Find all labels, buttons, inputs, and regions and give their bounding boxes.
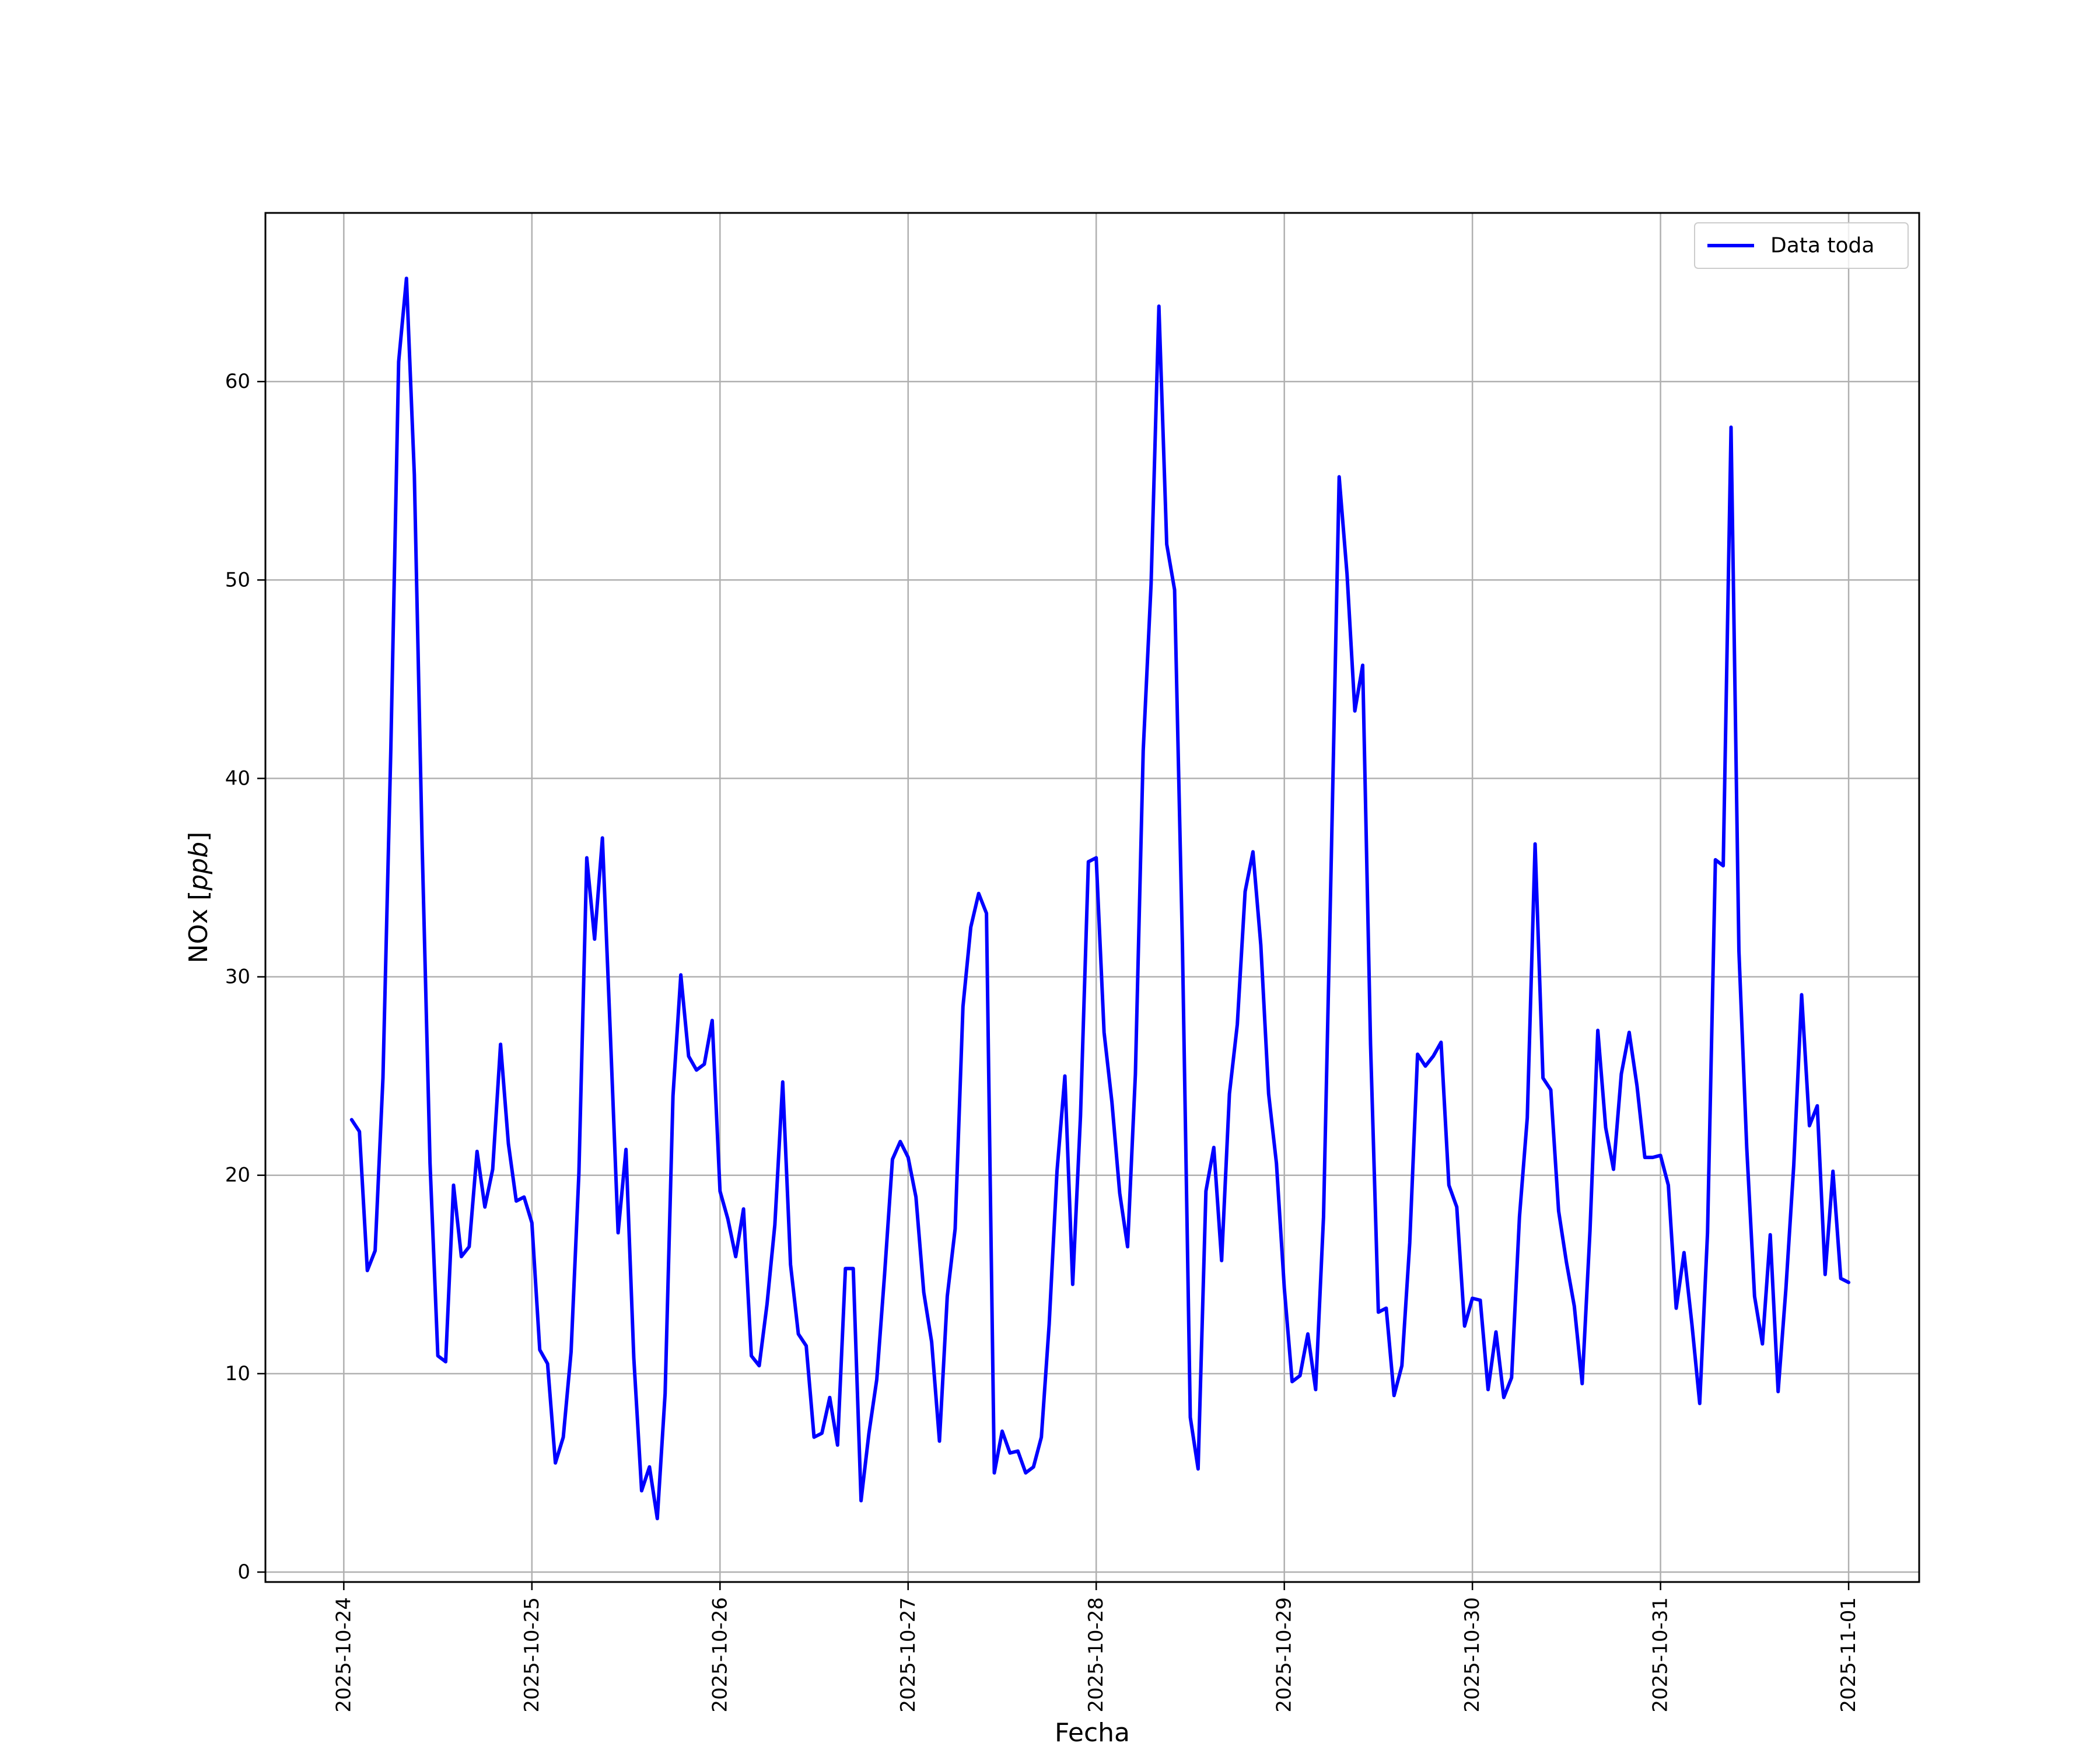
y-tick-label: 60 xyxy=(225,370,250,393)
x-axis-title: Fecha xyxy=(1055,1718,1130,1748)
y-axis-title-text: NOx [ xyxy=(184,891,214,964)
x-tick-label: 2025-10-27 xyxy=(897,1597,920,1713)
y-tick-label: 20 xyxy=(225,1164,250,1187)
legend-label-data-toda: Data toda xyxy=(1770,234,1874,258)
series-line-data-toda xyxy=(349,276,1851,1521)
y-tick-label: 10 xyxy=(225,1362,250,1385)
x-tick-label: 2025-10-29 xyxy=(1273,1597,1296,1713)
y-tick-label: 0 xyxy=(237,1560,250,1584)
y-tick-label: 50 xyxy=(225,568,250,592)
x-tick-label: 2025-11-01 xyxy=(1837,1597,1860,1713)
x-tick-label: 2025-10-28 xyxy=(1084,1597,1108,1713)
x-tick-label: 2025-10-25 xyxy=(520,1597,544,1713)
y-axis-title-close: ] xyxy=(184,832,214,842)
x-tick-label: 2025-10-30 xyxy=(1461,1597,1484,1713)
x-tick-label: 2025-10-31 xyxy=(1649,1597,1672,1713)
grid-lines xyxy=(265,213,1919,1582)
series-layer xyxy=(349,276,1851,1521)
legend-box xyxy=(1694,222,1909,269)
y-axis-title-unit: ppb xyxy=(184,842,214,891)
y-axis-title: NOx [ppb] xyxy=(184,832,214,964)
legend: Data toda xyxy=(1694,222,1909,269)
x-tick-label: 2025-10-26 xyxy=(708,1597,732,1713)
axis-ticks: 2025-10-24 2025-10-25 2025-10-26 2025-10-27… xyxy=(225,370,1860,1712)
plot-area-frame xyxy=(264,212,1920,1583)
y-tick-label: 30 xyxy=(225,965,250,989)
x-tick-label: 2025-10-24 xyxy=(332,1597,355,1713)
y-tick-label: 40 xyxy=(225,766,250,790)
